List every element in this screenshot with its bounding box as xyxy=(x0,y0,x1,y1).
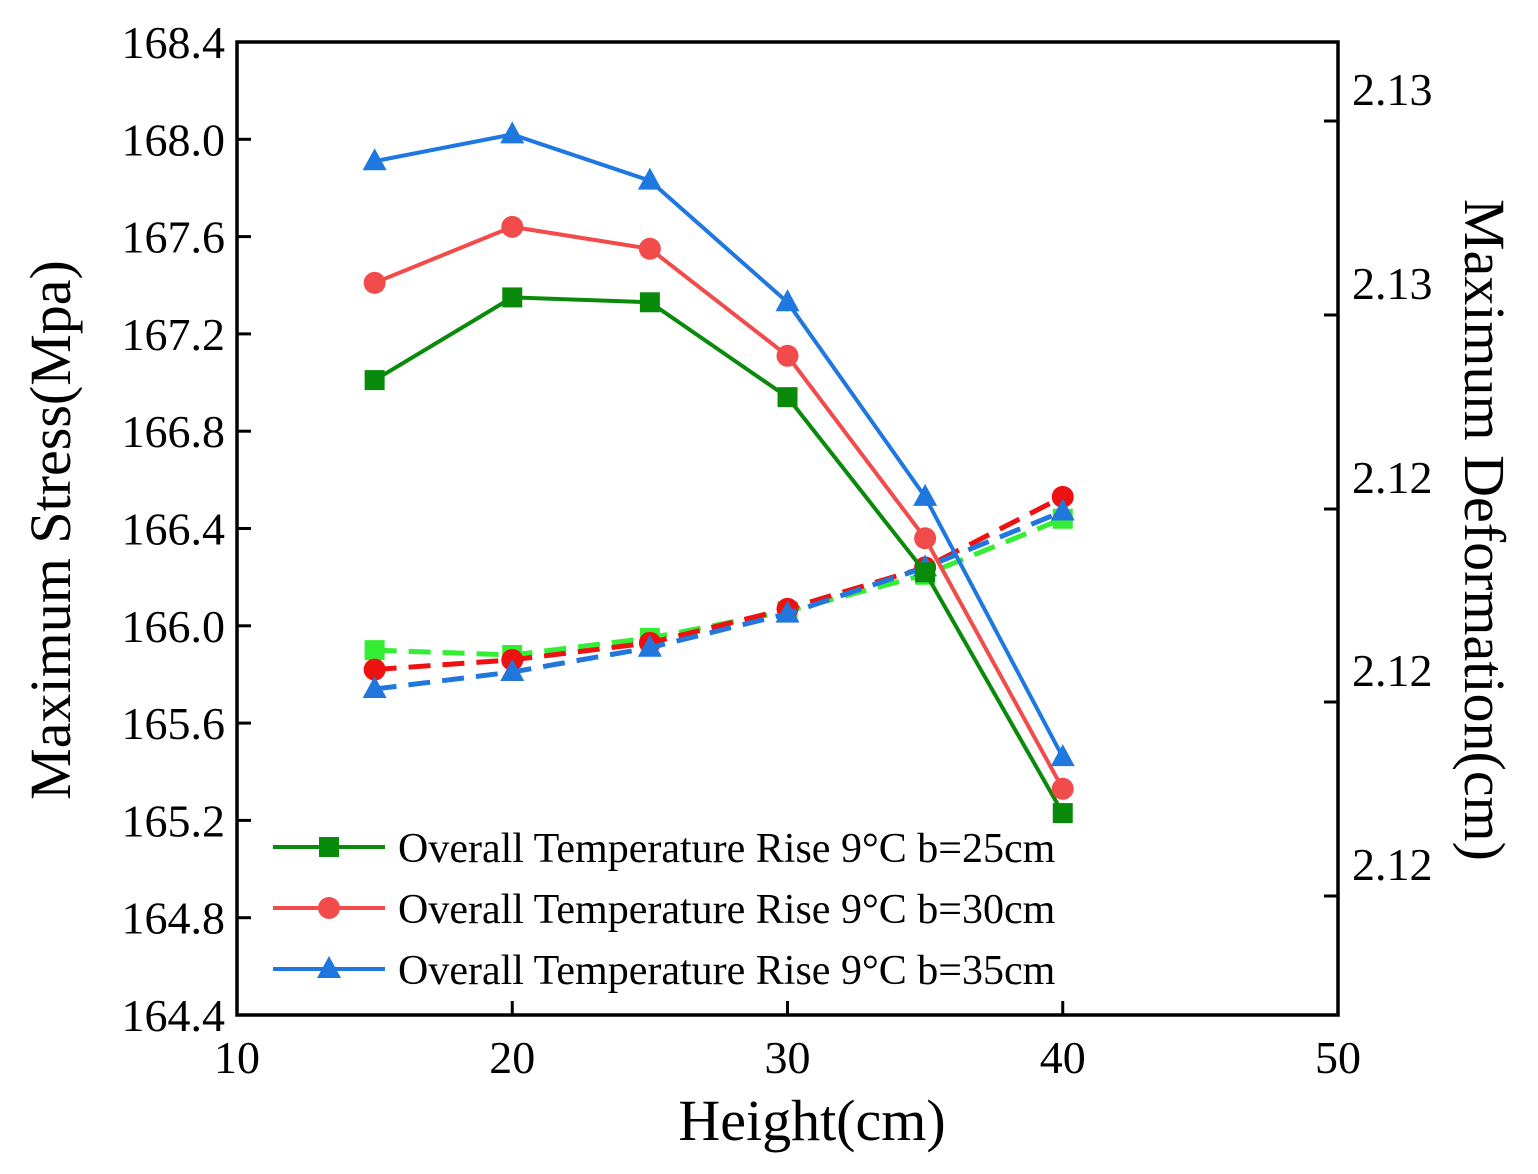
left-y-axis-title: Maximum Stress(Mpa) xyxy=(18,260,83,800)
deformation-point xyxy=(364,640,385,661)
stress-point xyxy=(501,215,524,238)
right-y-tick-label: 2.13 xyxy=(1352,64,1433,115)
stress-point xyxy=(1052,803,1073,824)
legend-marker xyxy=(318,897,340,919)
left-y-tick-label: 167.2 xyxy=(122,309,226,360)
stress-series-line xyxy=(373,224,1065,790)
deformation-point xyxy=(1050,498,1075,521)
right-y-tick-label: 2.12 xyxy=(1352,645,1433,696)
right-y-tick-label: 2.13 xyxy=(1352,258,1433,309)
left-y-axis-ticks: 164.4 164.8 165.2 165.6 166.0 166.4 166.8 167.2… xyxy=(122,17,251,1041)
deformation-series-line xyxy=(374,494,1064,673)
x-tick-label: 10 xyxy=(214,1032,260,1083)
right-y-axis-ticks: 2.12 2.12 2.12 2.13 2.13 xyxy=(1324,64,1433,898)
right-y-tick-label: 2.12 xyxy=(1352,839,1433,890)
stress-point xyxy=(1050,744,1075,767)
left-y-tick-label: 168.4 xyxy=(122,17,226,68)
deformation-point xyxy=(775,600,800,623)
stress-point xyxy=(502,287,523,308)
x-tick-label: 30 xyxy=(765,1032,811,1083)
left-y-tick-label: 166.4 xyxy=(122,504,226,555)
stress-point xyxy=(915,562,936,583)
legend: Overall Temperature Rise 9°C b=25cm Overa… xyxy=(273,826,1056,994)
left-y-tick-label: 167.6 xyxy=(122,212,226,263)
left-y-tick-label: 165.6 xyxy=(122,698,226,749)
legend-label: Overall Temperature Rise 9°C b=35cm xyxy=(398,948,1056,994)
x-axis-ticks: 10 20 30 40 50 xyxy=(214,1001,1361,1083)
left-y-tick-label: 164.8 xyxy=(122,893,226,944)
stress-point xyxy=(776,344,799,367)
left-y-tick-label: 164.4 xyxy=(122,990,226,1041)
stress-point xyxy=(363,271,386,294)
x-axis-title: Height(cm) xyxy=(678,1088,945,1153)
stress-point xyxy=(500,121,525,144)
deformation-point xyxy=(362,676,387,699)
x-tick-label: 40 xyxy=(1040,1032,1086,1083)
legend-label: Overall Temperature Rise 9°C b=25cm xyxy=(398,826,1056,872)
stress-series-line xyxy=(373,295,1065,815)
stress-point xyxy=(639,292,660,313)
deformation-series-line xyxy=(374,509,1064,692)
legend-marker xyxy=(317,956,341,978)
x-tick-label: 50 xyxy=(1315,1032,1361,1083)
stress-point xyxy=(914,527,937,550)
stress-point xyxy=(775,289,800,312)
deformation-point xyxy=(500,659,525,682)
x-tick-label: 20 xyxy=(489,1032,535,1083)
right-y-tick-label: 2.12 xyxy=(1352,452,1433,503)
deformation-point xyxy=(1051,485,1074,508)
deformation-point xyxy=(363,658,386,681)
stress-point xyxy=(913,483,938,506)
stress-point xyxy=(637,167,662,190)
legend-marker xyxy=(319,837,339,857)
stress-point xyxy=(638,237,661,260)
deformation-point xyxy=(637,634,662,657)
left-y-tick-label: 165.2 xyxy=(122,795,226,846)
left-y-tick-label: 166.8 xyxy=(122,406,226,457)
right-y-axis-title: Maximum Deformation(cm) xyxy=(1452,199,1517,861)
legend-label: Overall Temperature Rise 9°C b=30cm xyxy=(398,887,1056,933)
stress-point xyxy=(364,370,385,391)
stress-point xyxy=(362,148,387,171)
series-layer xyxy=(362,121,1075,824)
stress-series-line xyxy=(374,132,1065,759)
left-y-tick-label: 166.0 xyxy=(122,601,226,652)
stress-point xyxy=(777,387,798,408)
stress-point xyxy=(1051,777,1074,800)
left-y-tick-label: 168.0 xyxy=(122,114,226,165)
